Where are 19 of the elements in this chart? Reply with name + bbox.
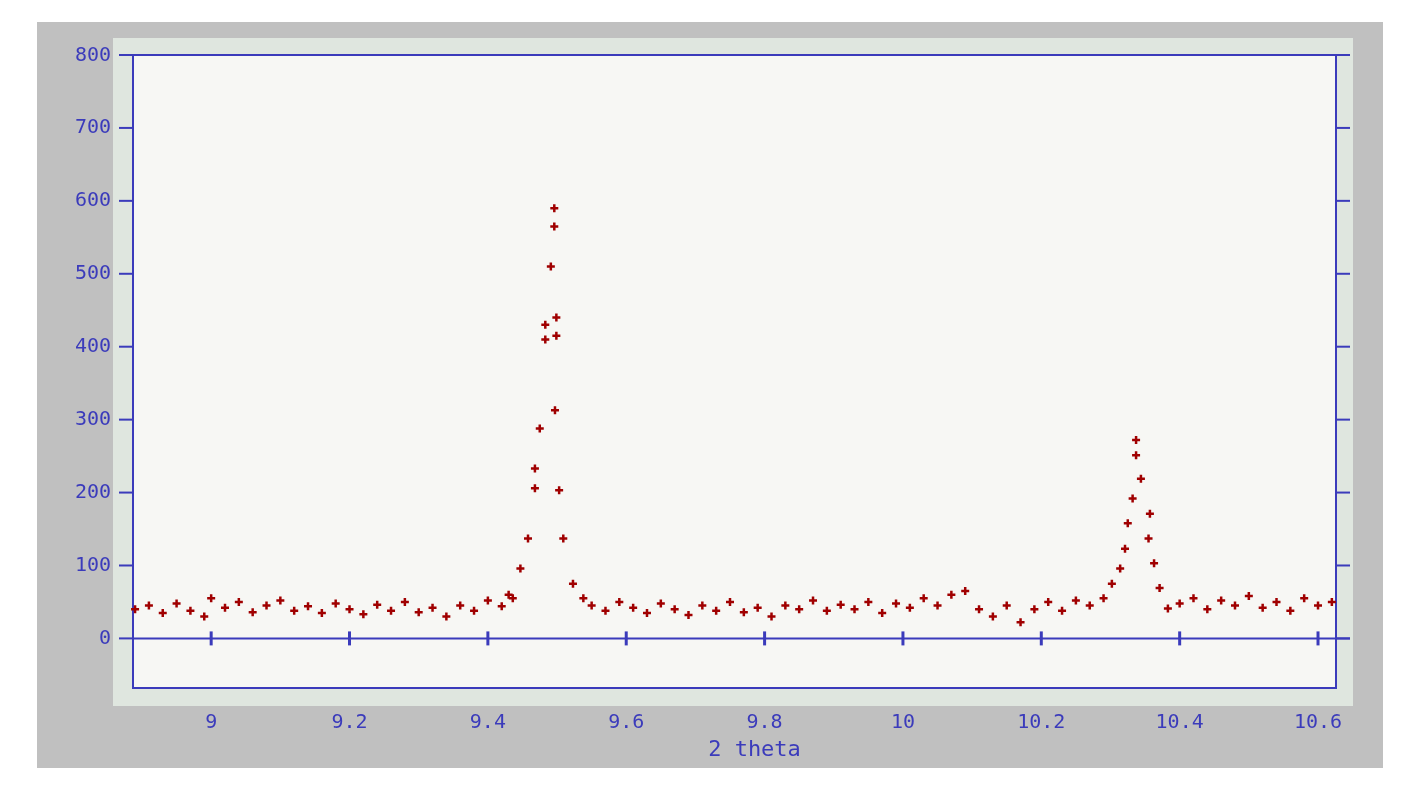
y-tick-label: 700	[74, 114, 111, 139]
x-tick-label: 9.6	[608, 709, 645, 733]
x-tick-label: 9	[205, 709, 218, 733]
y-tick-label: 0	[98, 624, 111, 649]
y-tick-label: 500	[74, 260, 111, 285]
x-axis-title: 2 theta	[708, 736, 801, 761]
y-tick-label: 800	[74, 41, 111, 66]
y-tick-label: 600	[74, 187, 111, 212]
y-tick-label: 200	[74, 479, 111, 504]
x-tick-label: 9.2	[331, 709, 368, 733]
y-tick-label: 400	[74, 333, 111, 358]
x-tick-label: 9.8	[746, 709, 783, 733]
y-tick-label: 100	[74, 551, 111, 576]
x-tick-label: 10	[890, 709, 915, 733]
x-tick-label: 10.4	[1155, 709, 1204, 733]
x-tick-label: 10.2	[1017, 709, 1066, 733]
y-tick-label: 300	[74, 406, 111, 431]
x-tick-label: 9.4	[469, 709, 506, 733]
x-tick-label: 10.6	[1293, 709, 1343, 733]
